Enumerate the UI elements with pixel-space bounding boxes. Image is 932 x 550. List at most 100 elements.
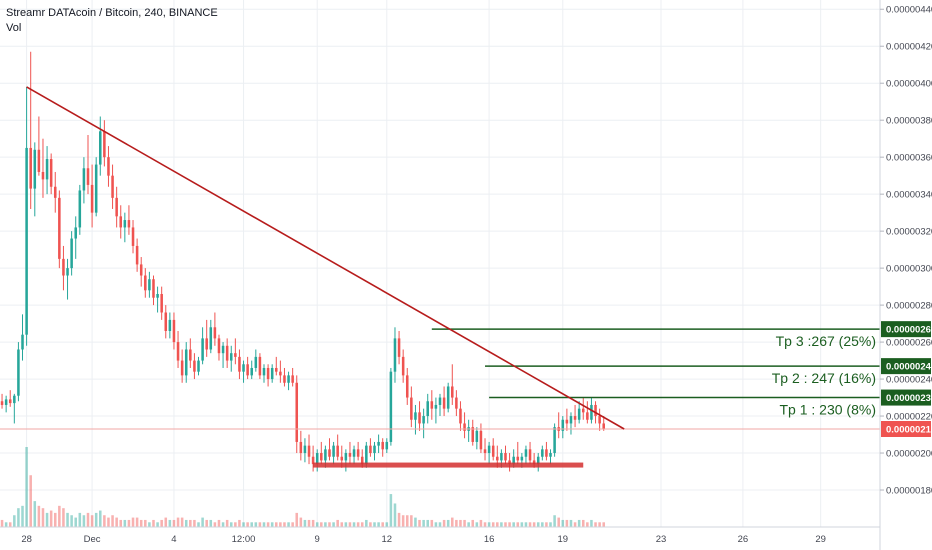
candle-body [463,423,466,431]
volume-bar [496,522,499,527]
candle [94,157,98,217]
candle [414,404,417,435]
candle [393,327,397,383]
candle-body [99,131,102,165]
candle-body [205,338,208,350]
candle [148,271,151,298]
volume-bar [82,515,86,527]
candle [377,434,380,454]
candle [115,186,118,228]
volume-bar [459,519,462,527]
volume-bar [573,522,577,527]
candle-body [86,168,90,185]
candle [213,312,217,346]
target-label-1: Tp 1 : 230 (8%) [780,402,877,418]
candle-body [430,401,434,409]
candle [446,382,450,413]
candle-body [123,220,127,228]
volume-bar [17,508,20,527]
time-tick-label: 28 [21,534,32,545]
volume-bar [365,519,368,527]
volume-bar [139,519,143,527]
candle [258,353,262,380]
volume-bar [115,517,118,527]
candle [328,438,331,461]
candle [451,364,454,405]
candle-body [283,375,286,383]
volume-bar [279,522,282,527]
candle-body [8,399,12,404]
candle-body [148,279,151,291]
volume-bar [78,512,82,527]
candle [45,146,49,195]
volume-bar [324,522,327,527]
candle-body [344,453,348,461]
candle-body [49,159,53,187]
grid-lines [0,0,880,527]
candle-body [242,364,245,372]
volume-bar [66,512,69,527]
candle-body [287,375,290,383]
candle [41,138,45,198]
volume-bar [160,519,163,527]
candle-body [508,460,511,465]
time-axis[interactable]: 28 Dec 4 12:00 9 12 16 19 23 26 29 [0,526,880,545]
volume-bar [221,522,225,527]
candle-body [127,220,131,228]
volume-bar [135,517,139,527]
target-price-tag: 0.00000247 [881,358,932,375]
candle-body [156,294,159,298]
candle-body [405,375,409,398]
candle [13,393,16,424]
volume-bar [111,515,114,527]
candle [586,401,589,424]
price-axis[interactable]: 0.00000440 0.00000420 0.00000400 0.00000380… [879,0,932,550]
candle [246,356,249,380]
price-tick-label: 0.00000180 [886,486,932,497]
candle [332,441,335,465]
candle [336,434,339,461]
candle-body [37,149,41,172]
candle-body [594,404,597,417]
volume-bar [405,515,409,527]
candle-body [581,408,585,413]
volume-bar [336,519,339,527]
candle-body [504,453,507,461]
candle-body [250,367,253,376]
time-tick-label: 16 [484,534,495,545]
volume-bar [33,501,37,527]
candle [8,390,12,407]
volume-bar [193,519,196,527]
volume-bar [581,519,585,527]
candle-body [541,449,544,457]
volume-bar [262,522,266,527]
candle-body [172,319,176,343]
candle [180,349,184,383]
candle [254,349,258,372]
volume-bar [152,519,155,527]
candle [352,445,356,465]
candle-body [561,419,565,431]
candle [37,116,41,176]
candle [156,286,159,313]
volume-bar [250,522,253,527]
symbol-title[interactable]: Streamr DATAcoin / Bitcoin, 240, BINANCE [6,7,218,19]
price-tick-label: 0.00000240 [886,375,932,386]
candle [549,449,552,465]
candle-body [426,401,429,417]
candle-body [225,345,229,361]
candle-body [446,386,450,409]
volume-bar [62,508,65,527]
candle-body [201,338,204,361]
volume-bar [94,512,98,527]
volume-bar [99,510,102,527]
candle-body [17,349,20,396]
candle-body [152,279,155,298]
candle [193,353,196,380]
volume-bar [344,522,348,527]
candle-body [475,430,479,442]
time-tick-label: 19 [558,534,569,545]
time-tick-label: Dec [84,534,101,545]
candle [320,441,323,465]
